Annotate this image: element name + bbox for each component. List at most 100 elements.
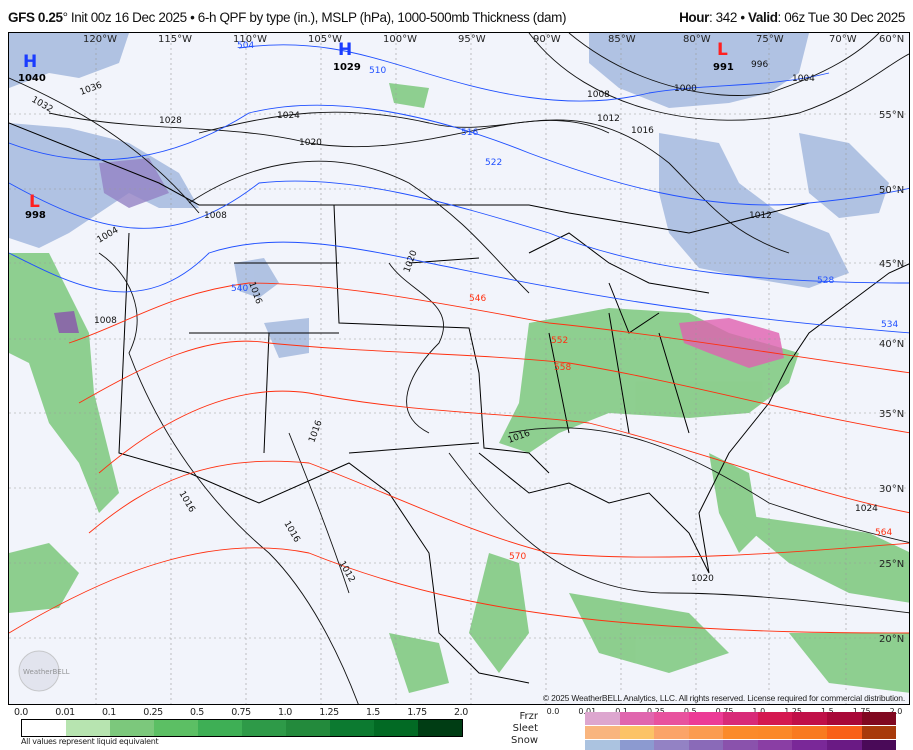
isobar-label: 1020 <box>691 574 714 584</box>
ptype-scale-swatch <box>792 726 827 739</box>
sleet-color-scale <box>585 726 897 739</box>
thickness-label: 552 <box>551 336 568 346</box>
snow-label: Snow <box>511 735 538 746</box>
rain-scale-swatch <box>286 720 330 736</box>
thickness-warm <box>9 282 909 634</box>
lon-label: 115°W <box>158 34 192 45</box>
thickness-label: 546 <box>469 294 486 304</box>
ptype-scale-swatch <box>826 712 862 725</box>
lon-label: 95°W <box>458 34 486 45</box>
isobar-label: 1020 <box>402 249 419 274</box>
lon-label: 80°W <box>683 34 711 45</box>
precip-rain <box>9 83 909 693</box>
ptype-scale-swatch <box>757 712 793 725</box>
isobar-label: 1012 <box>597 114 620 124</box>
grid-lines <box>9 33 909 704</box>
thickness-label: 570 <box>509 552 526 562</box>
rain-scale-swatch <box>198 720 242 736</box>
low-pressure-marker: L <box>717 40 728 60</box>
ptype-scale-swatch <box>826 726 862 739</box>
high-pressure-marker: H <box>338 40 352 60</box>
precip-snow <box>9 33 889 358</box>
isobar-label: 1004 <box>96 225 121 245</box>
rain-color-scale <box>21 719 463 737</box>
ptype-scale-label: 1.0 <box>752 707 765 716</box>
lat-label: 50°N <box>879 185 904 196</box>
isobar-label: 1024 <box>277 111 300 121</box>
isobar-label: 1016 <box>631 126 654 136</box>
weatherbell-logo: WeatherBELL <box>18 650 70 692</box>
ptype-scale-label: 1.75 <box>853 707 871 716</box>
pressure-centers: H 1040 H 1029 L 991 L 998 <box>18 40 734 221</box>
thickness-label: 510 <box>369 66 386 76</box>
ptype-scale-label: 0.01 <box>578 707 596 716</box>
thickness-labels: 504 510 516 522 528 534 540 546 552 558 … <box>231 41 898 562</box>
isobar-label: 1028 <box>159 116 182 126</box>
ptype-scale-swatch <box>585 740 620 750</box>
isobar-label: 1008 <box>94 316 117 326</box>
lon-label: 60°N <box>879 34 904 45</box>
rain-scale-label: 0.5 <box>190 707 204 718</box>
high-pressure-value: 1040 <box>18 73 46 84</box>
high-pressure-value: 1029 <box>333 62 361 73</box>
low-pressure-value: 991 <box>713 62 734 73</box>
lat-label: 45°N <box>879 259 904 270</box>
isobar-label: 1016 <box>307 419 324 444</box>
thickness-label: 540 <box>231 284 248 294</box>
thickness-label: 558 <box>554 363 571 373</box>
ptype-scale-label: 0.1 <box>615 707 628 716</box>
svg-text:WeatherBELL: WeatherBELL <box>23 668 70 676</box>
isobar-label: 1000 <box>674 84 697 94</box>
isobar-label: 1020 <box>299 138 322 148</box>
rain-scale-swatch <box>242 720 286 736</box>
lon-label: 105°W <box>308 34 342 45</box>
isobars <box>9 33 909 704</box>
rain-scale-swatch <box>418 720 462 736</box>
lon-label: 75°W <box>756 34 784 45</box>
lon-label: 110°W <box>233 34 267 45</box>
lon-label: 85°W <box>608 34 636 45</box>
rain-scale-label: 0.0 <box>14 707 28 718</box>
thickness-label: 504 <box>237 41 254 51</box>
ptype-scale-swatch <box>861 740 897 750</box>
ptype-scale-swatch <box>723 712 758 725</box>
ptype-scale-label: 0.25 <box>647 707 665 716</box>
rain-scale-swatch <box>110 720 154 736</box>
ptype-scale-swatch <box>654 726 689 739</box>
ptype-scale-label: 1.25 <box>784 707 802 716</box>
ptype-scale-swatch <box>619 712 655 725</box>
lat-label: 55°N <box>879 110 904 121</box>
map-title: GFS 0.25° Init 00z 16 Dec 2025 • 6-h QPF… <box>8 10 567 25</box>
ptype-scale-swatch <box>861 726 897 739</box>
thickness-cold <box>9 44 909 334</box>
lon-labels: 120°W 115°W 110°W 105°W 100°W 95°W 90°W … <box>83 34 904 45</box>
ptype-scale-swatch <box>792 740 827 750</box>
ptype-scale-swatch <box>654 712 689 725</box>
lon-label: 90°W <box>533 34 561 45</box>
isobar-label: 1008 <box>204 211 227 221</box>
snow-color-scale <box>585 740 897 750</box>
ptype-scale-label: 0.5 <box>684 707 697 716</box>
ptype-scale-label: 0.0 <box>546 707 560 716</box>
lat-label: 30°N <box>879 484 904 495</box>
low-pressure-marker: L <box>29 192 40 212</box>
isobar-label: 1012 <box>336 560 356 585</box>
precip-mix <box>54 158 784 368</box>
rain-scale-label: 1.25 <box>319 707 339 718</box>
rain-scale-label: 0.75 <box>231 707 251 718</box>
ptype-scale-label: 2.0 <box>890 707 903 716</box>
rain-scale-label: 1.5 <box>366 707 380 718</box>
liquid-equivalent-note: All values represent liquid equivalent <box>21 737 159 746</box>
rain-scale-swatch <box>154 720 198 736</box>
ptype-scale-swatch <box>585 712 620 725</box>
ptype-scale-label: 0.75 <box>716 707 734 716</box>
ptype-scale-swatch <box>585 726 620 739</box>
frzr-label: Frzr <box>519 711 539 722</box>
sleet-label: Sleet <box>512 723 538 734</box>
copyright-notice: © 2025 WeatherBELL Analytics, LLC. All r… <box>542 693 905 703</box>
rain-scale-label: 2.0 <box>454 707 468 718</box>
thickness-label: 564 <box>875 528 892 538</box>
ptype-scale-swatch <box>723 740 758 750</box>
ptype-scale-swatch <box>826 740 862 750</box>
isobar-label: 1036 <box>79 80 104 97</box>
